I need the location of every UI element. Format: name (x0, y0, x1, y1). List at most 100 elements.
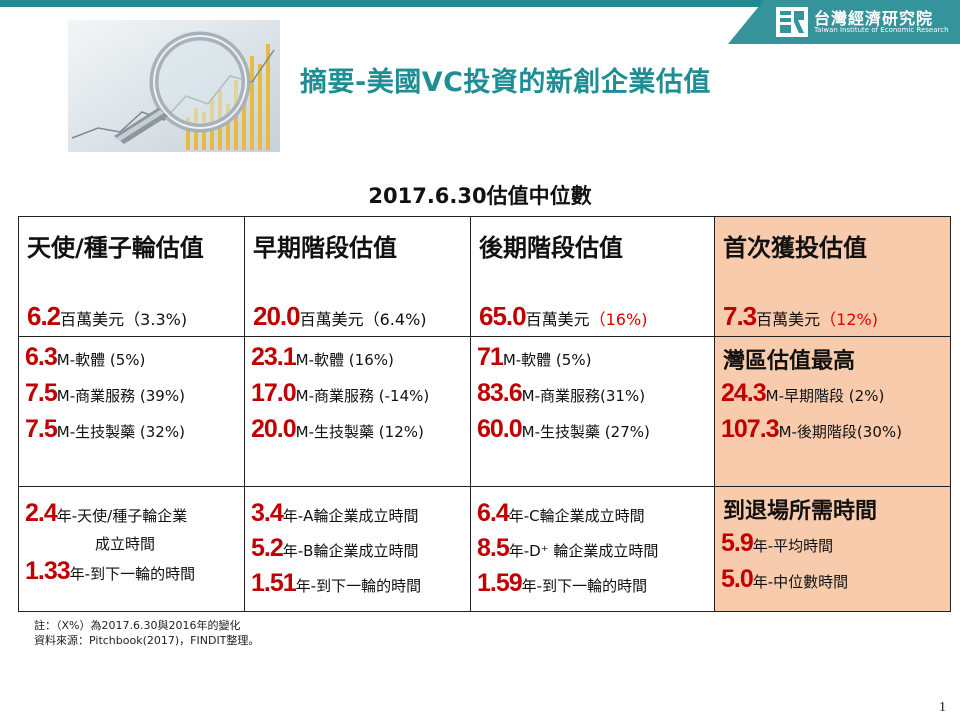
table-subtitle: 2017.6.30估值中位數 (368, 184, 592, 208)
org-name-zh: 台灣經濟研究院 (814, 9, 934, 28)
sector-value: 17.0 (251, 379, 297, 407)
valuation-value: 7.3 (723, 301, 757, 331)
sector-value: 60.0 (477, 415, 523, 443)
timing-label: 年-天使/種子輪企業 (56, 507, 188, 525)
sector-label: M-軟體 (16%) (295, 351, 394, 369)
sector-value: 24.3 (721, 379, 767, 407)
timing-line: 1.51年-到下一輪的時間 (251, 569, 421, 598)
cell-angel-valuation: 天使/種子輪估值 6.2百萬美元（3.3%) (19, 217, 245, 337)
sector-line: 17.0M-商業服務 (-14%) (251, 379, 429, 408)
cell-late-timing: 6.4年-C輪企業成立時間 8.5年-D⁺ 輪企業成立時間 1.59年-到下一輪… (471, 487, 715, 611)
source-note: 資料來源：Pitchbook(2017)，FINDIT整理。 (34, 634, 260, 647)
org-name-en: Taiwan Institute of Economic Research (814, 26, 949, 34)
cell-angel-by-sector: 6.3M-軟體 (5%) 7.5M-商業服務 (39%) 7.5M-生技製藥 (… (19, 337, 245, 487)
sector-value: 71 (477, 343, 504, 371)
sector-line: 23.1M-軟體 (16%) (251, 343, 394, 372)
sector-value: 23.1 (251, 343, 297, 371)
valuation-table: 天使/種子輪估值 6.2百萬美元（3.3%) 早期階段估值 20.0百萬美元（6… (18, 216, 951, 612)
valuation-line: 20.0百萬美元（6.4%) (253, 301, 427, 332)
timing-line: 5.9年-平均時間 (721, 529, 833, 558)
timing-value: 1.59 (477, 569, 523, 597)
timing-line: 5.0年-中位數時間 (721, 565, 848, 594)
valuation-unit: 百萬美元 (60, 310, 125, 329)
timing-line: 2.4年-天使/種子輪企業 (25, 499, 187, 528)
footnote: 註：（X%）為2017.6.30與2016年的變化 (34, 619, 241, 632)
valuation-line: 6.2百萬美元（3.3%) (27, 301, 187, 332)
cell-heading: 到退場所需時間 (723, 499, 878, 524)
cell-first-round-valuation: 首次獲投估值 7.3百萬美元（12%) (715, 217, 950, 337)
timing-label: 年-到下一輪的時間 (521, 577, 648, 595)
timing-label: 年-C輪企業成立時間 (508, 507, 645, 525)
timing-label: 年-B輪企業成立時間 (282, 542, 419, 560)
sector-label: M-軟體 (5%) (56, 351, 146, 369)
cell-heading: 灣區估值最高 (723, 349, 856, 374)
sector-label: M-商業服務 (39%) (56, 387, 185, 405)
valuation-value: 6.2 (27, 301, 61, 331)
sector-value: 7.5 (25, 415, 58, 443)
timing-line: 5.2年-B輪企業成立時間 (251, 534, 418, 563)
sector-line: 6.3M-軟體 (5%) (25, 343, 145, 372)
cell-late-valuation: 後期階段估值 65.0百萬美元（16%) (471, 217, 715, 337)
cell-heading: 後期階段估值 (479, 234, 623, 262)
sector-label: M-生技製藥 (12%) (295, 423, 424, 441)
sector-line: 7.5M-商業服務 (39%) (25, 379, 185, 408)
sector-line: 24.3M-早期階段 (2%) (721, 379, 884, 408)
timing-label: 年-到下一輪的時間 (295, 577, 422, 595)
timing-line: 8.5年-D⁺ 輪企業成立時間 (477, 534, 658, 563)
cell-exit-timing: 到退場所需時間 5.9年-平均時間 5.0年-中位數時間 (715, 487, 950, 611)
timing-value: 6.4 (477, 499, 510, 527)
sector-label: M-早期階段 (2%) (765, 387, 885, 405)
cell-early-by-sector: 23.1M-軟體 (16%) 17.0M-商業服務 (-14%) 20.0M-生… (245, 337, 471, 487)
sector-value: 107.3 (721, 415, 780, 443)
sector-line: 20.0M-生技製藥 (12%) (251, 415, 424, 444)
sector-label: M-生技製藥 (32%) (56, 423, 185, 441)
page-number: 1 (939, 700, 946, 715)
valuation-unit: 百萬美元 (525, 310, 590, 329)
timing-label: 年-D⁺ 輪企業成立時間 (508, 542, 659, 560)
slide-title: 摘要-美國VC投資的新創企業估值 (300, 67, 711, 98)
sector-line: 107.3M-後期階段(30%) (721, 415, 902, 444)
cell-late-by-sector: 71M-軟體 (5%) 83.6M-商業服務(31%) 60.0M-生技製藥 (… (471, 337, 715, 487)
timing-value: 1.33 (25, 557, 71, 585)
timing-line: 1.59年-到下一輪的時間 (477, 569, 647, 598)
sector-label: M-商業服務(31%) (521, 387, 646, 405)
sector-label: M-軟體 (5%) (502, 351, 592, 369)
org-logo-banner: 台灣經濟研究院 Taiwan Institute of Economic Res… (728, 0, 960, 44)
change-percent: （3.3%) (124, 310, 188, 329)
valuation-value: 20.0 (253, 301, 301, 331)
sector-line: 60.0M-生技製藥 (27%) (477, 415, 650, 444)
cell-heading: 首次獲投估值 (723, 234, 867, 262)
timing-value: 1.51 (251, 569, 297, 597)
timing-value: 3.4 (251, 499, 284, 527)
sector-line: 83.6M-商業服務(31%) (477, 379, 645, 408)
cell-heading: 早期階段估值 (253, 234, 397, 262)
sector-value: 6.3 (25, 343, 58, 371)
cell-early-valuation: 早期階段估值 20.0百萬美元（6.4%) (245, 217, 471, 337)
sector-line: 71M-軟體 (5%) (477, 343, 591, 372)
timing-value: 8.5 (477, 534, 510, 562)
valuation-line: 65.0百萬美元（16%) (479, 301, 647, 332)
valuation-value: 65.0 (479, 301, 527, 331)
sector-line: 7.5M-生技製藥 (32%) (25, 415, 185, 444)
timing-value: 5.0 (721, 565, 754, 593)
timing-line: 成立時間 (95, 533, 155, 554)
cell-heading: 天使/種子輪估值 (27, 234, 204, 262)
change-percent: （16%) (589, 310, 648, 329)
top-accent-bar (0, 0, 960, 7)
timing-line: 1.33年-到下一輪的時間 (25, 557, 195, 586)
sector-label: M-生技製藥 (27%) (521, 423, 650, 441)
valuation-line: 7.3百萬美元（12%) (723, 301, 878, 332)
change-percent: （12%) (820, 310, 878, 329)
change-percent: （6.4%) (363, 310, 427, 329)
timing-label: 年-到下一輪的時間 (69, 565, 196, 583)
timing-value: 5.9 (721, 529, 754, 557)
valuation-unit: 百萬美元 (756, 310, 821, 329)
cell-angel-timing: 2.4年-天使/種子輪企業 成立時間 1.33年-到下一輪的時間 (19, 487, 245, 611)
sector-value: 20.0 (251, 415, 297, 443)
sector-value: 83.6 (477, 379, 523, 407)
sector-label: M-後期階段(30%) (778, 423, 902, 441)
timing-value: 2.4 (25, 499, 58, 527)
timing-line: 6.4年-C輪企業成立時間 (477, 499, 645, 528)
timing-label: 年-中位數時間 (752, 573, 849, 591)
sector-label: M-商業服務 (-14%) (295, 387, 430, 405)
